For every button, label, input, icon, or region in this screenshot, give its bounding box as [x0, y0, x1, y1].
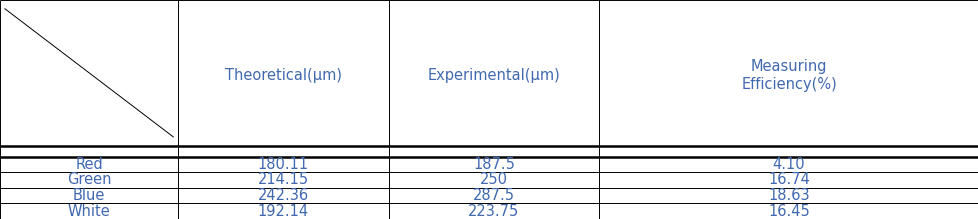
Text: 192.14: 192.14 — [257, 204, 309, 219]
Text: Blue: Blue — [72, 188, 106, 203]
Text: White: White — [67, 204, 111, 219]
Text: 18.63: 18.63 — [768, 188, 809, 203]
Text: Theoretical(μm): Theoretical(μm) — [225, 68, 341, 83]
Text: 223.75: 223.75 — [467, 204, 519, 219]
Text: 287.5: 287.5 — [472, 188, 514, 203]
Text: 187.5: 187.5 — [472, 157, 514, 172]
Text: 250: 250 — [479, 173, 508, 187]
Text: Experimental(μm): Experimental(μm) — [427, 68, 559, 83]
Text: Measuring
Efficiency(%): Measuring Efficiency(%) — [740, 59, 836, 92]
Text: 214.15: 214.15 — [257, 173, 309, 187]
Text: 4.10: 4.10 — [772, 157, 805, 172]
Text: 16.74: 16.74 — [768, 173, 809, 187]
Text: Green: Green — [67, 173, 111, 187]
Text: 16.45: 16.45 — [768, 204, 809, 219]
Text: Red: Red — [75, 157, 103, 172]
Text: 242.36: 242.36 — [257, 188, 309, 203]
Text: 180.11: 180.11 — [257, 157, 309, 172]
